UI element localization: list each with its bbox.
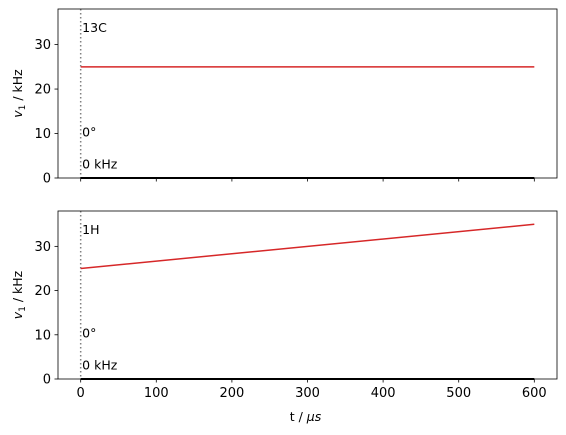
panel-1: 0 10 20 30 13C 0° 0 kHz v1 / kHz xyxy=(10,8,558,187)
y-axis-label-unit: / kHz xyxy=(10,270,25,306)
plot-frame xyxy=(57,210,558,380)
y-axis-label-sub: 1 xyxy=(18,105,28,111)
y-tick-label: 0 xyxy=(43,172,51,187)
x-axis-label-unit: μs xyxy=(306,409,322,424)
y-axis-label: v1 / kHz xyxy=(10,69,28,118)
offset-label: 0 kHz xyxy=(82,358,118,373)
x-tick-label: 0 xyxy=(77,386,85,401)
y-tick-label: 20 xyxy=(34,83,51,98)
offset-label: 0 kHz xyxy=(82,157,118,172)
plot-frame xyxy=(57,8,558,179)
x-tick-label: 600 xyxy=(522,386,547,401)
x-tick-label: 200 xyxy=(219,386,244,401)
x-tick-label: 100 xyxy=(144,386,169,401)
y-tick-label: 0 xyxy=(43,373,51,388)
y-tick-label: 10 xyxy=(34,127,51,142)
phase-label: 0° xyxy=(82,326,96,341)
series-line-amplitude xyxy=(80,223,535,270)
x-axis-label-main: t / xyxy=(290,409,307,424)
y-axis-label: v1 / kHz xyxy=(10,270,28,319)
y-axis-label-sub: 1 xyxy=(18,306,28,312)
y-tick-label: 30 xyxy=(34,38,51,53)
y-axis-label-var: v xyxy=(10,311,25,319)
x-axis-label: t / μs xyxy=(290,409,322,424)
phase-label: 0° xyxy=(82,124,96,139)
channel-label: 13C xyxy=(82,20,107,35)
y-tick-label: 30 xyxy=(34,240,51,255)
y-tick-label: 10 xyxy=(34,328,51,343)
channel-label: 1H xyxy=(82,222,99,237)
y-axis-label-unit: / kHz xyxy=(10,69,25,105)
x-tick-label: 500 xyxy=(446,386,471,401)
x-tick-label: 300 xyxy=(295,386,320,401)
x-tick-label: 400 xyxy=(371,386,396,401)
y-tick-label: 20 xyxy=(34,284,51,299)
y-axis-label-var: v xyxy=(10,110,25,118)
